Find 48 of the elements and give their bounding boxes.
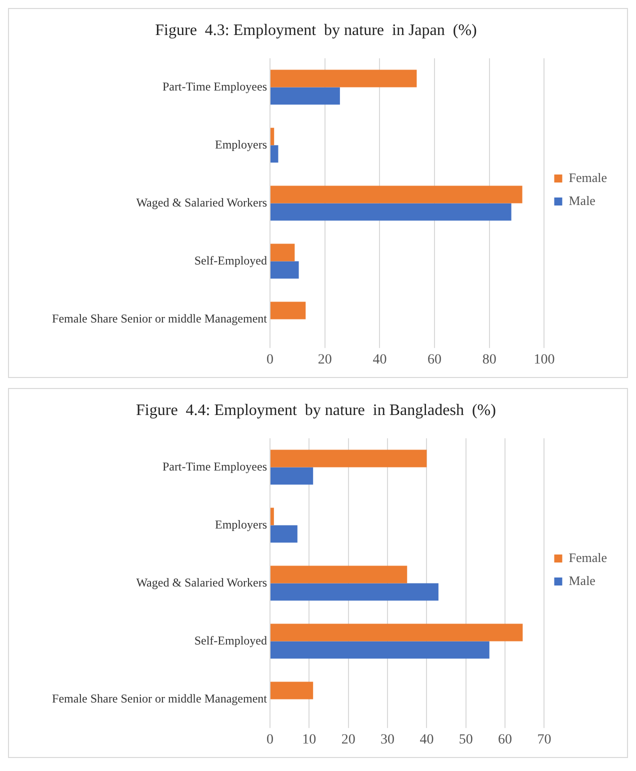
legend-label: Male (568, 192, 596, 208)
x-tick-label: 70 (537, 732, 552, 748)
legend-label: Female (568, 170, 608, 185)
bar (270, 87, 340, 105)
bar (270, 70, 417, 88)
y-tick-label: Female Share Senior or middle Management (52, 311, 268, 326)
y-tick-label: Female Share Senior or middle Management (52, 691, 268, 706)
y-tick-label: Self-Employed (194, 253, 267, 268)
bar (270, 467, 314, 485)
bar (270, 261, 299, 279)
bar (270, 583, 438, 601)
x-tick-label: 0 (266, 732, 274, 748)
x-tick-label: 80 (482, 352, 496, 368)
bar (270, 566, 408, 584)
bar (270, 525, 298, 543)
x-tick-label: 50 (458, 732, 473, 748)
y-tick-label: Part-Time Employees (162, 459, 268, 474)
x-tick-label: 20 (341, 732, 356, 748)
x-tick-label: 40 (372, 352, 387, 368)
x-tick-label: 100 (534, 352, 555, 368)
chart-title: Figure 4.3: Employment by nature in Japan (%) (155, 22, 477, 39)
bar (270, 624, 523, 642)
y-tick-label: Employers (215, 517, 268, 532)
x-tick-label: 10 (302, 732, 316, 748)
legend-label: Male (568, 572, 596, 588)
bar (270, 244, 295, 262)
x-tick-label: 60 (428, 352, 442, 368)
bar (270, 203, 512, 221)
x-tick-label: 60 (498, 732, 512, 748)
bar (270, 682, 314, 700)
y-tick-label: Employers (215, 137, 268, 152)
x-tick-label: 0 (266, 352, 274, 368)
x-tick-label: 20 (318, 352, 332, 368)
bar (270, 641, 490, 659)
y-tick-label: Part-Time Employees (162, 79, 268, 94)
bar (270, 145, 278, 163)
x-tick-label: 30 (380, 732, 395, 748)
y-tick-label: Waged & Salaried Workers (136, 195, 268, 210)
chart-title: Figure 4.4: Employment by nature in Bangladesh (%) (136, 402, 496, 419)
y-tick-label: Waged & Salaried Workers (136, 575, 268, 590)
x-tick-label: 40 (420, 732, 434, 748)
bar (270, 186, 522, 204)
y-tick-label: Self-Employed (194, 633, 267, 648)
bar (270, 128, 274, 146)
bar (270, 450, 427, 468)
bar (270, 508, 274, 526)
legend-label: Female (568, 550, 608, 565)
bar (270, 302, 306, 320)
